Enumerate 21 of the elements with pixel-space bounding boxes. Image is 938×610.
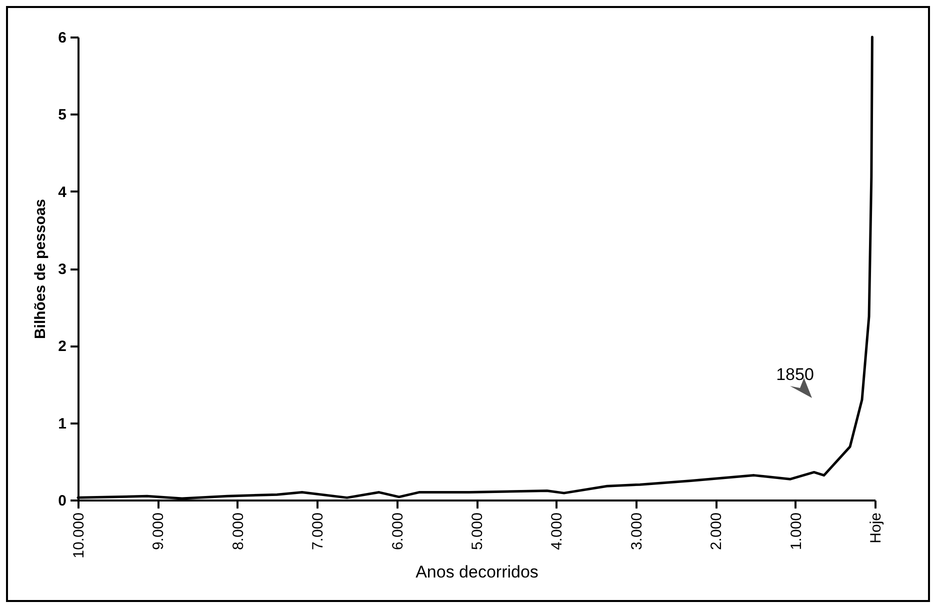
x-tick-label: 4.000: [548, 512, 566, 550]
x-tick-label: 8.000: [230, 512, 247, 550]
x-tick-label: 3.000: [628, 512, 646, 550]
x-tick-label: 7.000: [310, 512, 327, 550]
x-tick-label: 10.000: [70, 512, 88, 558]
y-tick-label: 4: [58, 184, 68, 201]
x-tick-label: 9.000: [150, 512, 168, 550]
y-tick-label: 3: [58, 261, 66, 278]
annotation: 1850: [776, 365, 814, 384]
x-tick-label: Hoje: [868, 512, 884, 544]
x-axis-title: Anos decorridos: [416, 562, 538, 582]
x-tick-label: 6.000: [389, 512, 406, 550]
y-tick-label: 1: [58, 415, 66, 432]
y-tick-label: 2: [58, 338, 66, 356]
y-tick-label: 6: [58, 30, 66, 46]
x-tick-label: 1.000: [788, 512, 805, 550]
x-tick-label: 2.000: [708, 512, 726, 550]
y-tick-label: 0: [58, 492, 66, 510]
y-tick-label: 5: [58, 106, 66, 124]
x-tick-label: 5.000: [469, 512, 486, 550]
y-axis-title: Bilhões de pessoas: [32, 198, 50, 340]
